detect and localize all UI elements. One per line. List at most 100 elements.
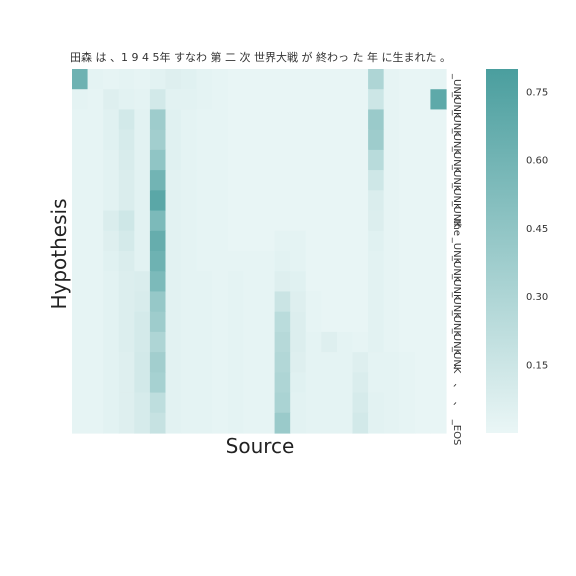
heatmap-cell <box>368 129 385 151</box>
heatmap-cell <box>227 129 245 151</box>
heatmap-cell <box>274 352 291 373</box>
heatmap-cell <box>414 170 432 191</box>
heatmap-cell <box>321 129 338 151</box>
heatmap-cell <box>181 230 198 252</box>
heatmap-cell <box>430 149 447 171</box>
heatmap-cell <box>336 352 354 373</box>
heatmap-cell <box>305 392 322 414</box>
heatmap-cell <box>149 69 167 90</box>
hypothesis-tick-label: _UNK <box>451 164 462 192</box>
heatmap-cell <box>165 352 182 373</box>
heatmap-cell <box>196 210 213 232</box>
heatmap-cell <box>243 352 260 373</box>
heatmap-cell <box>336 210 354 232</box>
heatmap-cell <box>274 291 291 313</box>
heatmap-cell <box>414 251 432 272</box>
hypothesis-tick-label: 、 <box>451 365 462 375</box>
heatmap-cell <box>149 89 167 111</box>
heatmap-cell <box>290 190 307 212</box>
heatmap-cell <box>227 230 245 252</box>
heatmap-cell <box>399 129 416 151</box>
heatmap-cell <box>352 331 369 353</box>
heatmap-cell <box>196 109 213 131</box>
heatmap-cell <box>118 69 135 90</box>
heatmap-cell <box>290 311 307 333</box>
heatmap-cell <box>149 149 167 171</box>
heatmap-cell <box>72 311 89 333</box>
heatmap-cells <box>72 69 447 434</box>
heatmap-cell <box>414 109 432 131</box>
heatmap-cell <box>274 311 291 333</box>
heatmap-cell <box>212 372 229 394</box>
heatmap-cell <box>165 109 182 131</box>
heatmap-cell <box>259 271 276 293</box>
heatmap-cell <box>368 271 385 293</box>
heatmap-cell <box>430 89 447 111</box>
heatmap-cell <box>336 230 354 252</box>
heatmap-cell <box>414 331 432 353</box>
hypothesis-tick-label: 、 <box>451 383 462 393</box>
heatmap-cell <box>305 291 322 313</box>
heatmap-cell <box>290 230 307 252</box>
heatmap-cell <box>227 271 245 293</box>
heatmap-cell <box>430 251 447 272</box>
heatmap-cell <box>196 331 213 353</box>
heatmap-cell <box>212 392 229 414</box>
heatmap-cell <box>321 251 338 272</box>
heatmap-cell <box>259 331 276 353</box>
heatmap-cell <box>336 331 354 353</box>
heatmap-cell <box>321 210 338 232</box>
heatmap-cell <box>103 109 120 131</box>
heatmap-cell <box>259 210 276 232</box>
heatmap-cell <box>196 311 213 333</box>
heatmap-cell <box>134 129 151 151</box>
heatmap-cell <box>383 412 400 434</box>
heatmap-cell <box>243 129 260 151</box>
heatmap-cell <box>243 109 260 131</box>
heatmap-cell <box>336 311 354 333</box>
heatmap-cell <box>149 251 167 272</box>
heatmap-cell <box>165 271 182 293</box>
heatmap-cell <box>399 291 416 313</box>
heatmap-cell <box>196 69 213 90</box>
heatmap-cell <box>196 392 213 414</box>
heatmap-cell <box>430 210 447 232</box>
heatmap-cell <box>72 210 89 232</box>
heatmap-cell <box>87 291 104 313</box>
heatmap-cell <box>227 109 245 131</box>
heatmap-cell <box>321 331 338 353</box>
heatmap-cell <box>290 210 307 232</box>
heatmap-cell <box>399 149 416 171</box>
heatmap-cell <box>259 89 276 111</box>
heatmap-cell <box>149 331 167 353</box>
heatmap-cell <box>165 311 182 333</box>
heatmap-cell <box>181 392 198 414</box>
colorbar-tick-label: 0.60 <box>526 156 548 167</box>
heatmap-cell <box>259 412 276 434</box>
heatmap-cell <box>212 230 229 252</box>
heatmap-cell <box>227 170 245 191</box>
heatmap-cell <box>321 352 338 373</box>
heatmap-cell <box>196 230 213 252</box>
heatmap-cell <box>118 109 135 131</box>
heatmap-cell <box>352 210 369 232</box>
heatmap-cell <box>181 331 198 353</box>
heatmap-cell <box>134 210 151 232</box>
heatmap-cell <box>118 412 135 434</box>
heatmap-cell <box>383 392 400 414</box>
heatmap-cell <box>290 412 307 434</box>
hypothesis-tick-label: _UNK <box>451 200 462 228</box>
heatmap-cell <box>321 89 338 111</box>
heatmap-cell <box>321 170 338 191</box>
heatmap-cell <box>227 311 245 333</box>
heatmap-cell <box>118 170 135 191</box>
heatmap-cell <box>87 311 104 333</box>
heatmap-cell <box>227 352 245 373</box>
heatmap-cell <box>259 230 276 252</box>
heatmap-cell <box>72 190 89 212</box>
heatmap-cell <box>243 392 260 414</box>
heatmap-cell <box>134 69 151 90</box>
heatmap-cell <box>321 190 338 212</box>
heatmap-cell <box>118 89 135 111</box>
heatmap-cell <box>149 311 167 333</box>
